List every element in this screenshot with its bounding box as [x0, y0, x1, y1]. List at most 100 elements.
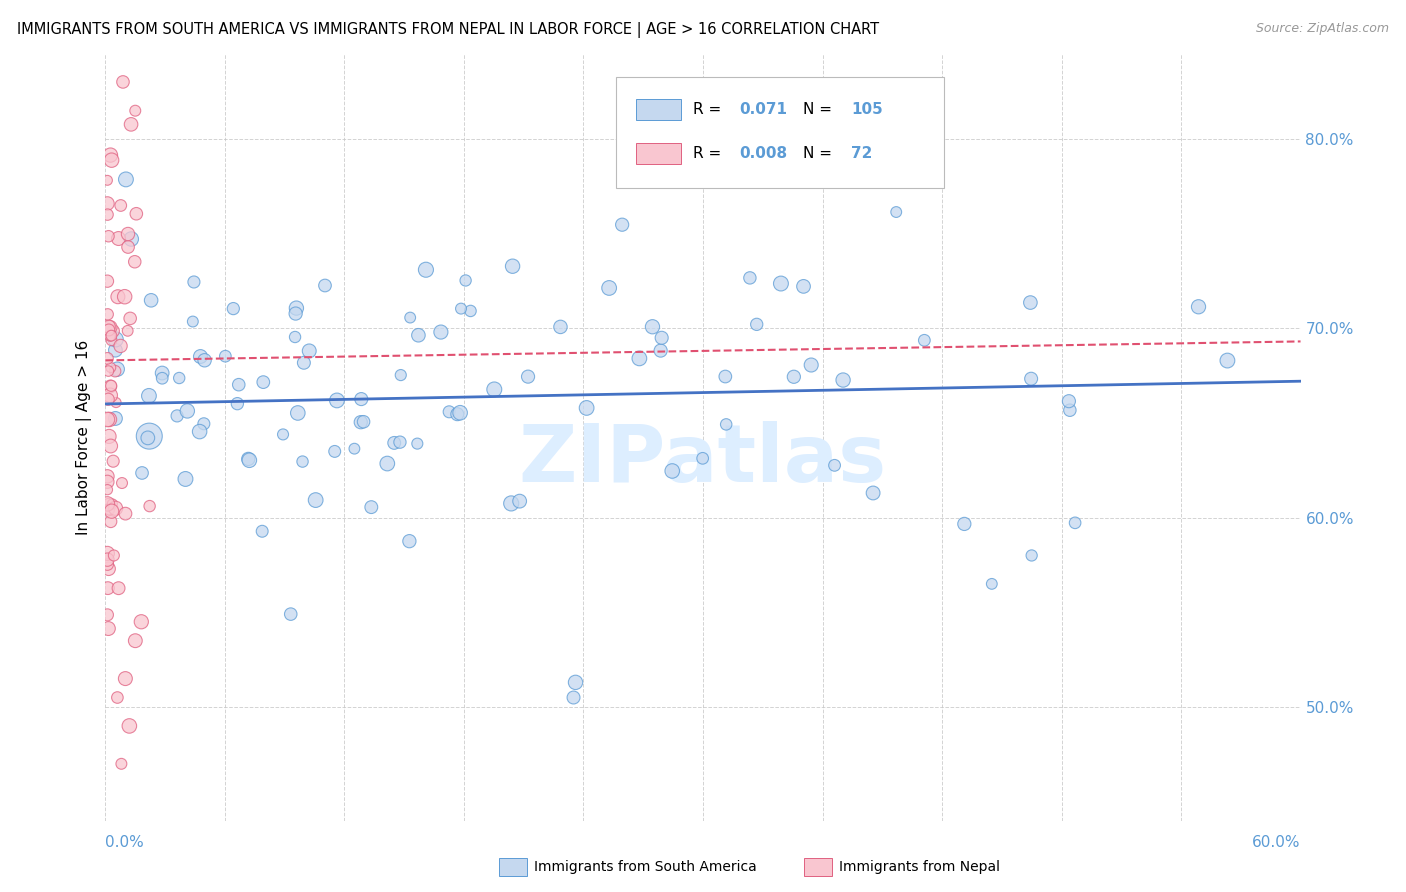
Point: [292, 356, 315, 370]
Point: [323, 444, 346, 458]
Point: [96, 546, 118, 560]
Point: [222, 301, 245, 316]
Point: [120, 232, 142, 246]
Point: [298, 343, 321, 358]
Point: [114, 672, 136, 686]
Point: [284, 307, 307, 321]
Point: [97, 562, 120, 576]
Point: [375, 457, 398, 471]
Point: [884, 205, 907, 219]
Point: [980, 577, 1002, 591]
Point: [105, 395, 128, 409]
FancyBboxPatch shape: [616, 77, 945, 188]
Point: [100, 439, 122, 453]
Point: [550, 319, 572, 334]
Point: [97, 497, 120, 511]
Point: [97, 622, 120, 636]
Point: [214, 349, 236, 363]
Point: [115, 172, 138, 186]
Point: [388, 435, 411, 450]
Point: [353, 415, 375, 429]
Point: [98, 502, 121, 516]
Point: [350, 392, 373, 406]
Point: [389, 368, 412, 382]
Point: [1057, 394, 1080, 409]
Point: [252, 375, 274, 389]
Point: [953, 516, 976, 531]
Point: [285, 301, 308, 315]
Point: [714, 417, 737, 432]
Point: [138, 429, 160, 443]
Point: [118, 719, 141, 733]
Point: [862, 486, 884, 500]
Point: [150, 366, 173, 380]
Point: [449, 406, 471, 420]
Point: [100, 360, 122, 375]
Point: [628, 351, 651, 366]
Text: 0.008: 0.008: [740, 145, 787, 161]
Text: 0.071: 0.071: [740, 102, 787, 117]
Point: [408, 328, 430, 343]
Point: [101, 454, 124, 468]
Point: [430, 325, 453, 339]
Point: [406, 436, 429, 450]
Point: [501, 496, 523, 510]
Point: [792, 279, 814, 293]
Point: [114, 290, 136, 304]
Point: [97, 323, 120, 337]
Point: [1216, 353, 1239, 368]
Point: [98, 412, 121, 426]
Point: [100, 153, 122, 168]
Point: [97, 392, 120, 407]
Point: [107, 290, 129, 304]
Point: [360, 500, 382, 515]
Point: [100, 379, 122, 393]
Point: [98, 379, 121, 393]
Point: [97, 229, 120, 244]
Point: [575, 401, 598, 415]
Point: [692, 451, 714, 466]
Point: [166, 409, 188, 423]
Text: 72: 72: [851, 145, 873, 161]
Point: [110, 756, 132, 771]
Point: [238, 453, 260, 467]
Bar: [636, 99, 682, 120]
Text: N =: N =: [803, 145, 837, 161]
Text: IMMIGRANTS FROM SOUTH AMERICA VS IMMIGRANTS FROM NEPAL IN LABOR FORCE | AGE > 16: IMMIGRANTS FROM SOUTH AMERICA VS IMMIGRA…: [17, 22, 879, 38]
Point: [912, 334, 935, 348]
Point: [194, 353, 217, 368]
Point: [250, 524, 273, 539]
Point: [1187, 300, 1209, 314]
Point: [96, 497, 118, 511]
Point: [96, 475, 118, 489]
Point: [96, 196, 118, 211]
Point: [98, 320, 121, 334]
Point: [96, 208, 118, 222]
Text: 60.0%: 60.0%: [1253, 836, 1301, 850]
Point: [437, 405, 460, 419]
Point: [138, 499, 160, 513]
Point: [651, 331, 673, 345]
Point: [101, 497, 124, 511]
Point: [226, 397, 249, 411]
Point: [305, 493, 328, 508]
Point: [190, 350, 212, 364]
Point: [1021, 549, 1043, 563]
Point: [745, 318, 768, 332]
Point: [120, 117, 142, 131]
Point: [96, 274, 118, 288]
Point: [167, 371, 190, 385]
Point: [502, 259, 524, 273]
Point: [104, 411, 127, 425]
Point: [188, 425, 211, 439]
Point: [100, 504, 122, 518]
Point: [97, 581, 120, 595]
Point: [183, 275, 205, 289]
Text: Immigrants from Nepal: Immigrants from Nepal: [839, 860, 1001, 874]
Point: [96, 483, 118, 497]
Bar: [636, 143, 682, 164]
Text: 0.0%: 0.0%: [105, 836, 145, 850]
Point: [117, 227, 139, 241]
Point: [238, 451, 260, 466]
Point: [114, 507, 136, 521]
